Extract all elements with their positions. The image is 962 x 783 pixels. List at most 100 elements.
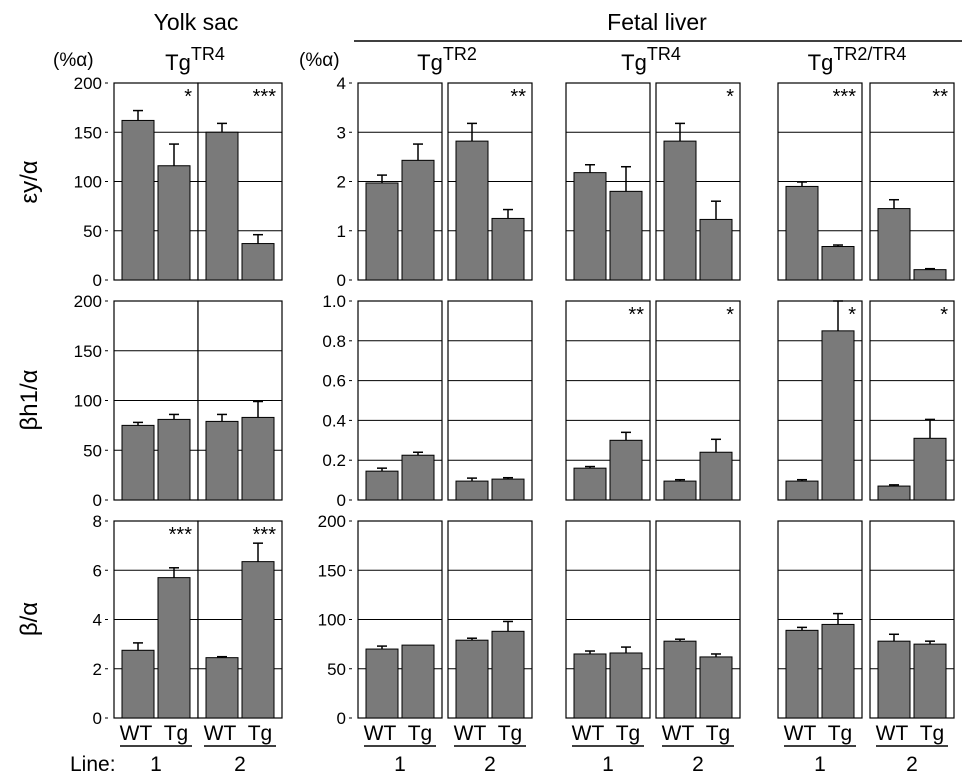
significance-label: * <box>940 304 948 326</box>
y-tick-label: 1 <box>337 222 346 241</box>
column-title: TgTR4 <box>165 44 225 75</box>
bar <box>663 640 697 719</box>
y-tick-label: 3 <box>337 123 346 142</box>
y-tick-label: 200 <box>318 512 346 531</box>
column-title-base: Tg <box>165 50 191 75</box>
significance-label: *** <box>169 524 193 546</box>
x-category-label: Tg <box>616 722 641 745</box>
bar <box>573 172 607 281</box>
row-label: βh1/α <box>16 369 43 430</box>
bar <box>491 630 525 719</box>
significance-label: *** <box>253 524 277 546</box>
group-title-yolk-sac: Yolk sac <box>154 9 239 35</box>
panel: *** <box>777 82 863 281</box>
bar <box>401 454 435 501</box>
bar <box>121 119 155 281</box>
column-title: TgTR2 <box>417 44 477 75</box>
x-category-label: Tg <box>920 722 945 745</box>
bar <box>821 330 855 501</box>
bar <box>365 470 399 501</box>
bar <box>663 140 697 281</box>
panel <box>197 300 283 501</box>
y-tick-label: 150 <box>74 123 102 142</box>
bar <box>157 165 191 281</box>
significance-label: ** <box>628 304 644 326</box>
column-titles: TgTR4 TgTR2 TgTR4 TgTR2/TR4 <box>165 44 906 75</box>
x-category-label: Tg <box>498 722 523 745</box>
panel: * <box>777 300 863 501</box>
panels: * *** ** * *** **** * * **** *** <box>113 82 955 719</box>
bar <box>821 623 855 719</box>
figure-header: Yolk sac Fetal liver (%α) (%α) Line: <box>53 9 962 776</box>
y-tick-label: 200 <box>74 74 102 93</box>
unit-label-yolk-sac: (%α) <box>53 50 94 71</box>
y-tick-label: 50 <box>83 222 102 241</box>
line-number-label: 2 <box>484 753 496 776</box>
bar <box>455 140 489 281</box>
panel: * <box>113 82 199 281</box>
bar <box>573 653 607 719</box>
column-title-base: Tg <box>621 50 647 75</box>
panel <box>565 520 651 719</box>
x-category-label: WT <box>204 722 237 745</box>
significance-label: * <box>848 304 856 326</box>
line-number-label: 1 <box>394 753 406 776</box>
bar <box>157 418 191 501</box>
bar <box>609 439 643 501</box>
y-tick-label: 0 <box>93 491 102 510</box>
bar <box>913 269 947 281</box>
y-tick-label: 50 <box>83 441 102 460</box>
panel: * <box>655 82 741 281</box>
x-category-label: Tg <box>248 722 273 745</box>
column-title-base: Tg <box>808 50 834 75</box>
bar <box>401 644 435 719</box>
x-category-label: Tg <box>164 722 189 745</box>
panel: *** <box>197 82 283 281</box>
significance-label: *** <box>253 86 277 108</box>
bar <box>699 451 733 501</box>
bar <box>241 243 275 281</box>
panel <box>777 520 863 719</box>
y-tick-label: 8 <box>93 512 102 531</box>
y-tick-label: 200 <box>74 292 102 311</box>
y-tick-label: 100 <box>74 173 102 192</box>
significance-label: * <box>184 86 192 108</box>
y-tick-label: 4 <box>337 74 346 93</box>
bar <box>365 182 399 281</box>
bar <box>877 640 911 719</box>
row-labels: εy/α βh1/α β/α <box>16 160 43 636</box>
bar <box>785 185 819 281</box>
y-tick-label: 2 <box>93 660 102 679</box>
panel: *** <box>113 520 199 719</box>
significance-label: ** <box>510 86 526 108</box>
column-title: TgTR4 <box>621 44 681 75</box>
bar <box>785 480 819 501</box>
line-number-label: 2 <box>692 753 704 776</box>
significance-label: * <box>726 304 734 326</box>
line-prefix-label: Line: <box>70 753 116 776</box>
y-tick-label: 2 <box>337 173 346 192</box>
line-number-label: 2 <box>906 753 918 776</box>
bar <box>205 657 239 719</box>
bar <box>401 159 435 281</box>
panel: * <box>655 300 741 501</box>
bar <box>121 649 155 719</box>
bar <box>663 480 697 501</box>
panel: ** <box>447 82 533 281</box>
y-tick-label: 150 <box>318 561 346 580</box>
bar <box>609 652 643 719</box>
x-category-label: WT <box>364 722 397 745</box>
y-tick-label: 50 <box>327 660 346 679</box>
significance-label: * <box>726 86 734 108</box>
x-category-label: WT <box>662 722 695 745</box>
y-tick-label: 0 <box>337 709 346 728</box>
y-tick-label: 0 <box>337 271 346 290</box>
bar <box>455 639 489 719</box>
bar <box>205 420 239 501</box>
x-category-label: WT <box>784 722 817 745</box>
x-category-label: Tg <box>828 722 853 745</box>
panel <box>447 300 533 501</box>
y-tick-label: 0 <box>93 709 102 728</box>
bar <box>573 467 607 501</box>
